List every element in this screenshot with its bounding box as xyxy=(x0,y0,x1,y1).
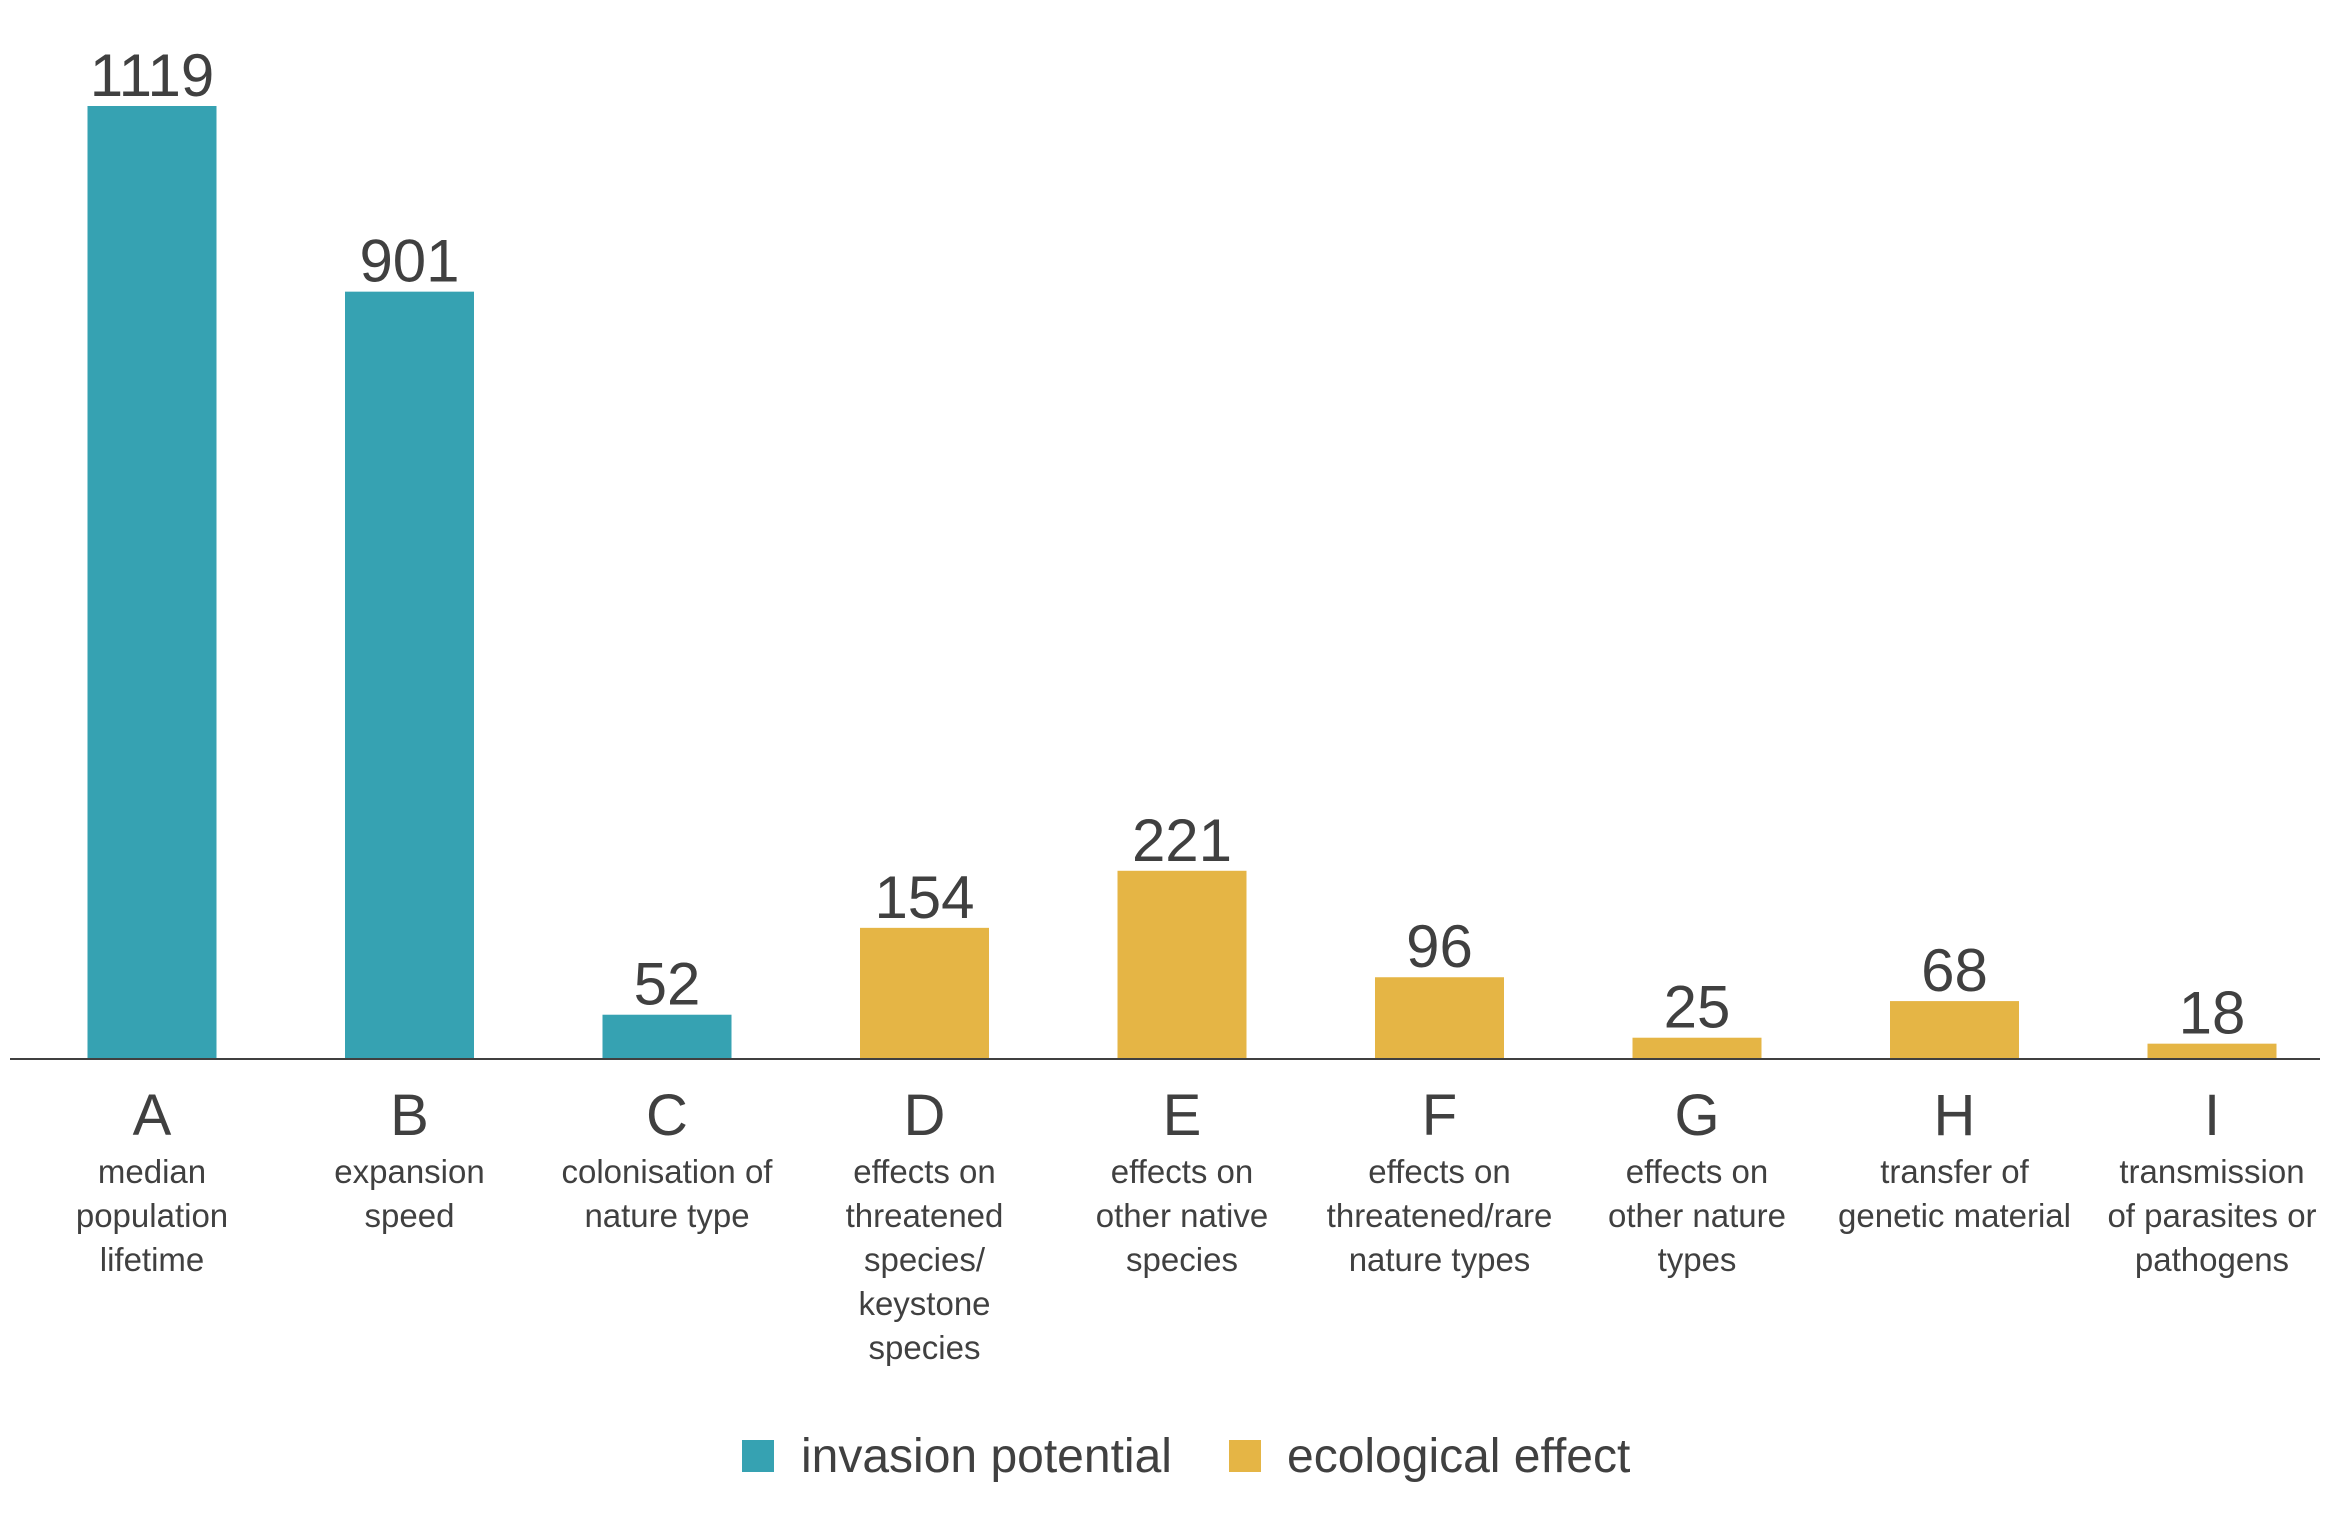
value-label-f: 96 xyxy=(1406,913,1473,980)
category-description-line: speed xyxy=(365,1197,455,1234)
category-letter-c: C xyxy=(646,1083,688,1148)
category-letter-h: H xyxy=(1934,1083,1976,1148)
category-description-line: of parasites or xyxy=(2107,1197,2316,1234)
value-label-b: 901 xyxy=(359,228,459,295)
legend-label-invasion-potential: invasion potential xyxy=(801,1430,1172,1483)
category-description-line: other native xyxy=(1096,1197,1268,1234)
category-description-line: population xyxy=(76,1197,228,1234)
category-letter-i: I xyxy=(2204,1083,2220,1148)
value-label-i: 18 xyxy=(2179,980,2246,1047)
category-letter-b: B xyxy=(390,1083,429,1148)
category-letter-g: G xyxy=(1674,1083,1719,1148)
category-description-line: threatened/rare xyxy=(1327,1197,1553,1234)
bar-d xyxy=(860,927,989,1059)
category-description-line: nature type xyxy=(584,1197,749,1234)
category-description-line: lifetime xyxy=(100,1241,205,1278)
value-label-e: 221 xyxy=(1132,807,1232,874)
value-label-d: 154 xyxy=(874,864,974,931)
category-description-line: effects on xyxy=(1626,1153,1769,1190)
category-description-line: pathogens xyxy=(2135,1241,2289,1278)
category-description-line: transmission xyxy=(2119,1153,2304,1190)
category-description-line: expansion xyxy=(334,1153,484,1190)
bar-e xyxy=(1117,870,1247,1059)
category-description-line: transfer of xyxy=(1880,1153,2029,1190)
category-description-line: other nature xyxy=(1608,1197,1786,1234)
bar-b xyxy=(345,291,474,1059)
bar-c xyxy=(602,1014,732,1059)
category-description-line: effects on xyxy=(1368,1153,1511,1190)
category-description-line: threatened xyxy=(846,1197,1004,1234)
category-description-line: median xyxy=(98,1153,206,1190)
value-label-c: 52 xyxy=(634,951,701,1018)
category-description-line: species/ xyxy=(864,1241,986,1278)
legend: invasion potential ecological effect xyxy=(742,1430,1630,1483)
value-label-g: 25 xyxy=(1664,974,1731,1041)
category-description-line: effects on xyxy=(1111,1153,1254,1190)
category-description-line: effects on xyxy=(853,1153,996,1190)
value-labels: 1119 901 52 154 221 96 25 68 18 xyxy=(90,42,2246,1047)
category-description-line: species xyxy=(1126,1241,1238,1278)
category-description-line: types xyxy=(1658,1241,1737,1278)
category-description-line: keystone xyxy=(858,1285,990,1322)
bars xyxy=(87,106,2277,1059)
category-letter-e: E xyxy=(1163,1083,1202,1148)
bar-a xyxy=(87,106,217,1059)
bar-i xyxy=(2147,1043,2277,1059)
bar-g xyxy=(1632,1037,1762,1059)
category-description-line: nature types xyxy=(1349,1241,1531,1278)
bar-f xyxy=(1375,977,1504,1059)
legend-label-ecological-effect: ecological effect xyxy=(1287,1430,1630,1483)
category-letter-d: D xyxy=(904,1083,946,1148)
category-letter-a: A xyxy=(133,1083,172,1148)
category-description-line: colonisation of xyxy=(562,1153,774,1190)
category-description-line: species xyxy=(869,1329,981,1366)
value-label-a: 1119 xyxy=(90,42,215,109)
bar-h xyxy=(1890,1001,2019,1059)
legend-swatch-invasion-potential xyxy=(742,1440,774,1472)
legend-swatch-ecological-effect xyxy=(1229,1440,1261,1472)
value-label-h: 68 xyxy=(1921,937,1988,1004)
category-description-line: genetic material xyxy=(1838,1197,2071,1234)
category-letter-f: F xyxy=(1422,1083,1457,1148)
